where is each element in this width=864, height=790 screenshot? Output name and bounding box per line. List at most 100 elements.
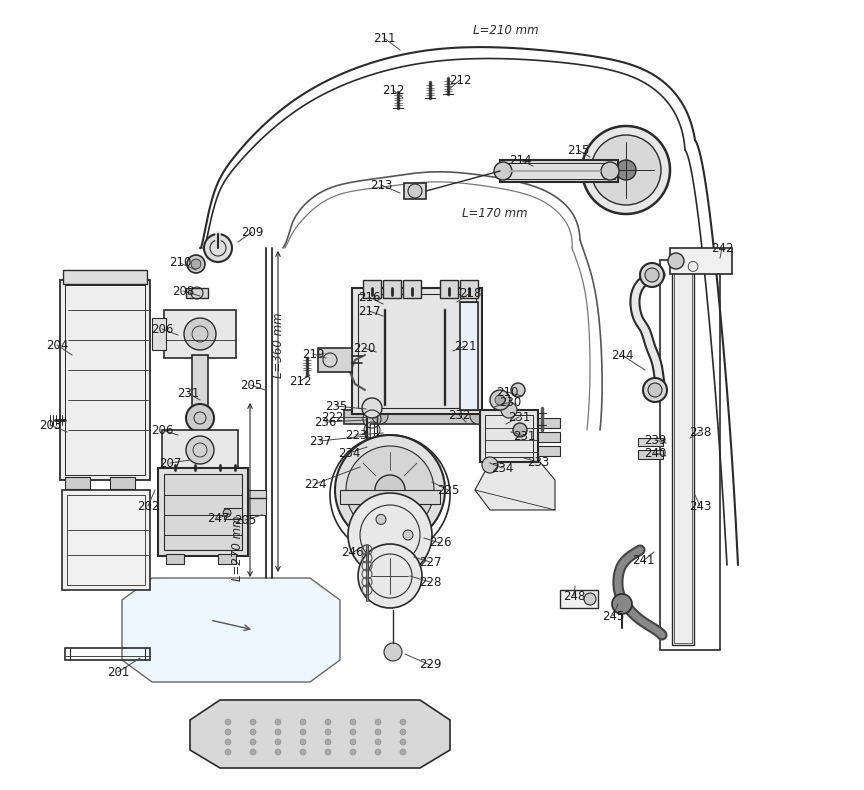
Text: 236: 236: [314, 416, 336, 428]
Circle shape: [350, 729, 356, 735]
Circle shape: [250, 739, 256, 745]
Bar: [218, 554, 236, 564]
Bar: [383, 280, 401, 298]
Circle shape: [350, 739, 356, 745]
Circle shape: [645, 268, 659, 282]
Bar: [65, 477, 90, 489]
Circle shape: [375, 739, 381, 745]
Text: 231: 231: [177, 386, 200, 400]
Bar: [248, 490, 266, 515]
Bar: [65, 285, 145, 475]
Text: L=210 mm: L=210 mm: [473, 24, 539, 36]
Text: 225: 225: [437, 483, 459, 496]
Circle shape: [482, 457, 498, 473]
Circle shape: [494, 162, 512, 180]
Bar: [186, 288, 208, 298]
Text: 222: 222: [321, 411, 343, 423]
Text: 211: 211: [372, 32, 395, 44]
Bar: [65, 648, 150, 660]
Circle shape: [375, 475, 405, 505]
Text: 212: 212: [448, 73, 471, 86]
Text: 234: 234: [338, 446, 360, 460]
Text: 216: 216: [358, 291, 380, 303]
Circle shape: [612, 594, 632, 614]
Bar: [164, 310, 236, 358]
Circle shape: [400, 729, 406, 735]
Text: 209: 209: [241, 225, 264, 239]
Text: 233: 233: [527, 456, 550, 468]
Polygon shape: [122, 578, 340, 682]
Circle shape: [325, 719, 331, 725]
Circle shape: [325, 729, 331, 735]
Text: 247: 247: [206, 511, 229, 525]
Circle shape: [601, 162, 619, 180]
Text: 230: 230: [499, 396, 521, 408]
Text: 219: 219: [302, 348, 324, 360]
Text: 214: 214: [509, 153, 531, 167]
Circle shape: [300, 729, 306, 735]
Circle shape: [300, 719, 306, 725]
Circle shape: [225, 719, 231, 725]
Circle shape: [501, 402, 517, 418]
Circle shape: [335, 435, 445, 545]
Circle shape: [376, 514, 386, 525]
Text: 207: 207: [159, 457, 181, 469]
Bar: [460, 280, 478, 298]
Text: 206: 206: [151, 423, 173, 437]
Circle shape: [470, 408, 486, 424]
Bar: [670, 248, 732, 274]
Circle shape: [225, 749, 231, 755]
Text: 227: 227: [419, 555, 442, 569]
Circle shape: [616, 160, 636, 180]
Circle shape: [184, 318, 216, 350]
Text: 210: 210: [168, 257, 191, 269]
Bar: [67, 495, 145, 585]
Text: 240: 240: [644, 446, 666, 460]
Bar: [404, 183, 426, 199]
Text: 212: 212: [289, 374, 311, 388]
Polygon shape: [475, 462, 555, 510]
Text: 208: 208: [172, 284, 194, 298]
Text: 204: 204: [46, 338, 68, 352]
Bar: [672, 265, 694, 645]
Text: 241: 241: [632, 555, 654, 567]
Bar: [538, 432, 560, 442]
Text: 243: 243: [689, 499, 711, 513]
Text: 245: 245: [602, 610, 624, 623]
Text: 205: 205: [234, 514, 256, 526]
Bar: [358, 294, 476, 408]
Bar: [318, 348, 352, 372]
Text: 213: 213: [370, 179, 392, 191]
Bar: [503, 163, 615, 179]
Bar: [166, 554, 184, 564]
Circle shape: [250, 729, 256, 735]
Bar: [560, 590, 598, 608]
Text: 248: 248: [562, 589, 585, 603]
Text: 201: 201: [107, 665, 130, 679]
Circle shape: [350, 719, 356, 725]
Bar: [340, 490, 440, 504]
Text: 239: 239: [644, 434, 666, 446]
Circle shape: [648, 383, 662, 397]
Text: ○: ○: [686, 258, 698, 272]
Text: 246: 246: [340, 547, 363, 559]
Circle shape: [582, 126, 670, 214]
Circle shape: [186, 404, 214, 432]
Bar: [192, 355, 208, 420]
Text: 228: 228: [419, 575, 442, 589]
Circle shape: [362, 398, 382, 418]
Text: 203: 203: [39, 419, 61, 431]
Text: 238: 238: [689, 426, 711, 438]
Circle shape: [225, 729, 231, 735]
Circle shape: [490, 390, 510, 410]
Circle shape: [384, 643, 402, 661]
Text: 223: 223: [345, 428, 367, 442]
Circle shape: [375, 749, 381, 755]
Text: 235: 235: [325, 400, 347, 412]
Text: 232: 232: [448, 408, 470, 422]
Circle shape: [400, 719, 406, 725]
Bar: [674, 267, 692, 643]
Circle shape: [511, 383, 525, 397]
Circle shape: [400, 739, 406, 745]
Bar: [660, 260, 720, 650]
